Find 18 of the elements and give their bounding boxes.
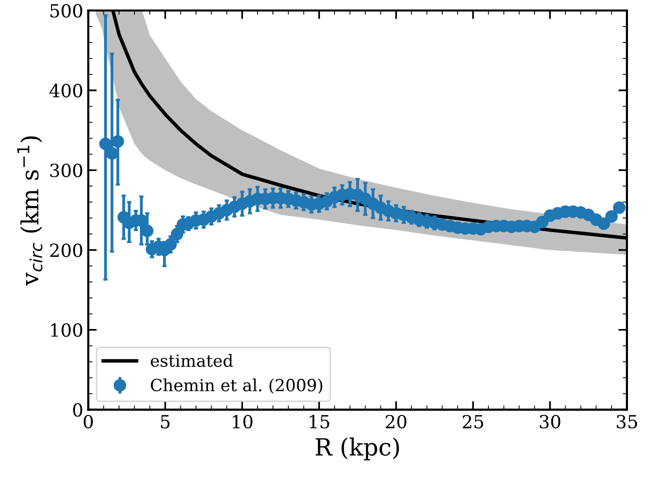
x-tick-label: 35 — [616, 414, 638, 428]
y-tick-label: 400 — [49, 84, 82, 98]
y-tick-label: 500 — [50, 4, 82, 18]
y-tick-label: 200 — [50, 243, 82, 258]
y-tick-label: 300 — [50, 164, 82, 178]
y-axis-title: v$_{circ}$ (km s$^{−1}$) — [17, 136, 42, 286]
x-tick-label: 25 — [462, 414, 484, 428]
legend-label: Chemin et al. (2009) — [150, 378, 322, 394]
legend-label: estimated — [150, 354, 233, 367]
x-tick-label: 30 — [540, 414, 560, 428]
x-tick-label: 15 — [310, 414, 330, 428]
x-tick-label: 20 — [386, 414, 406, 428]
x-tick-label: 0 — [84, 414, 93, 428]
x-tick-label: 5 — [161, 415, 170, 428]
y-tick-label: 0 — [73, 403, 82, 417]
x-axis-title: R (kpc) — [316, 438, 399, 460]
x-tick-label: 10 — [232, 414, 252, 428]
y-tick-label: 100 — [51, 323, 82, 337]
